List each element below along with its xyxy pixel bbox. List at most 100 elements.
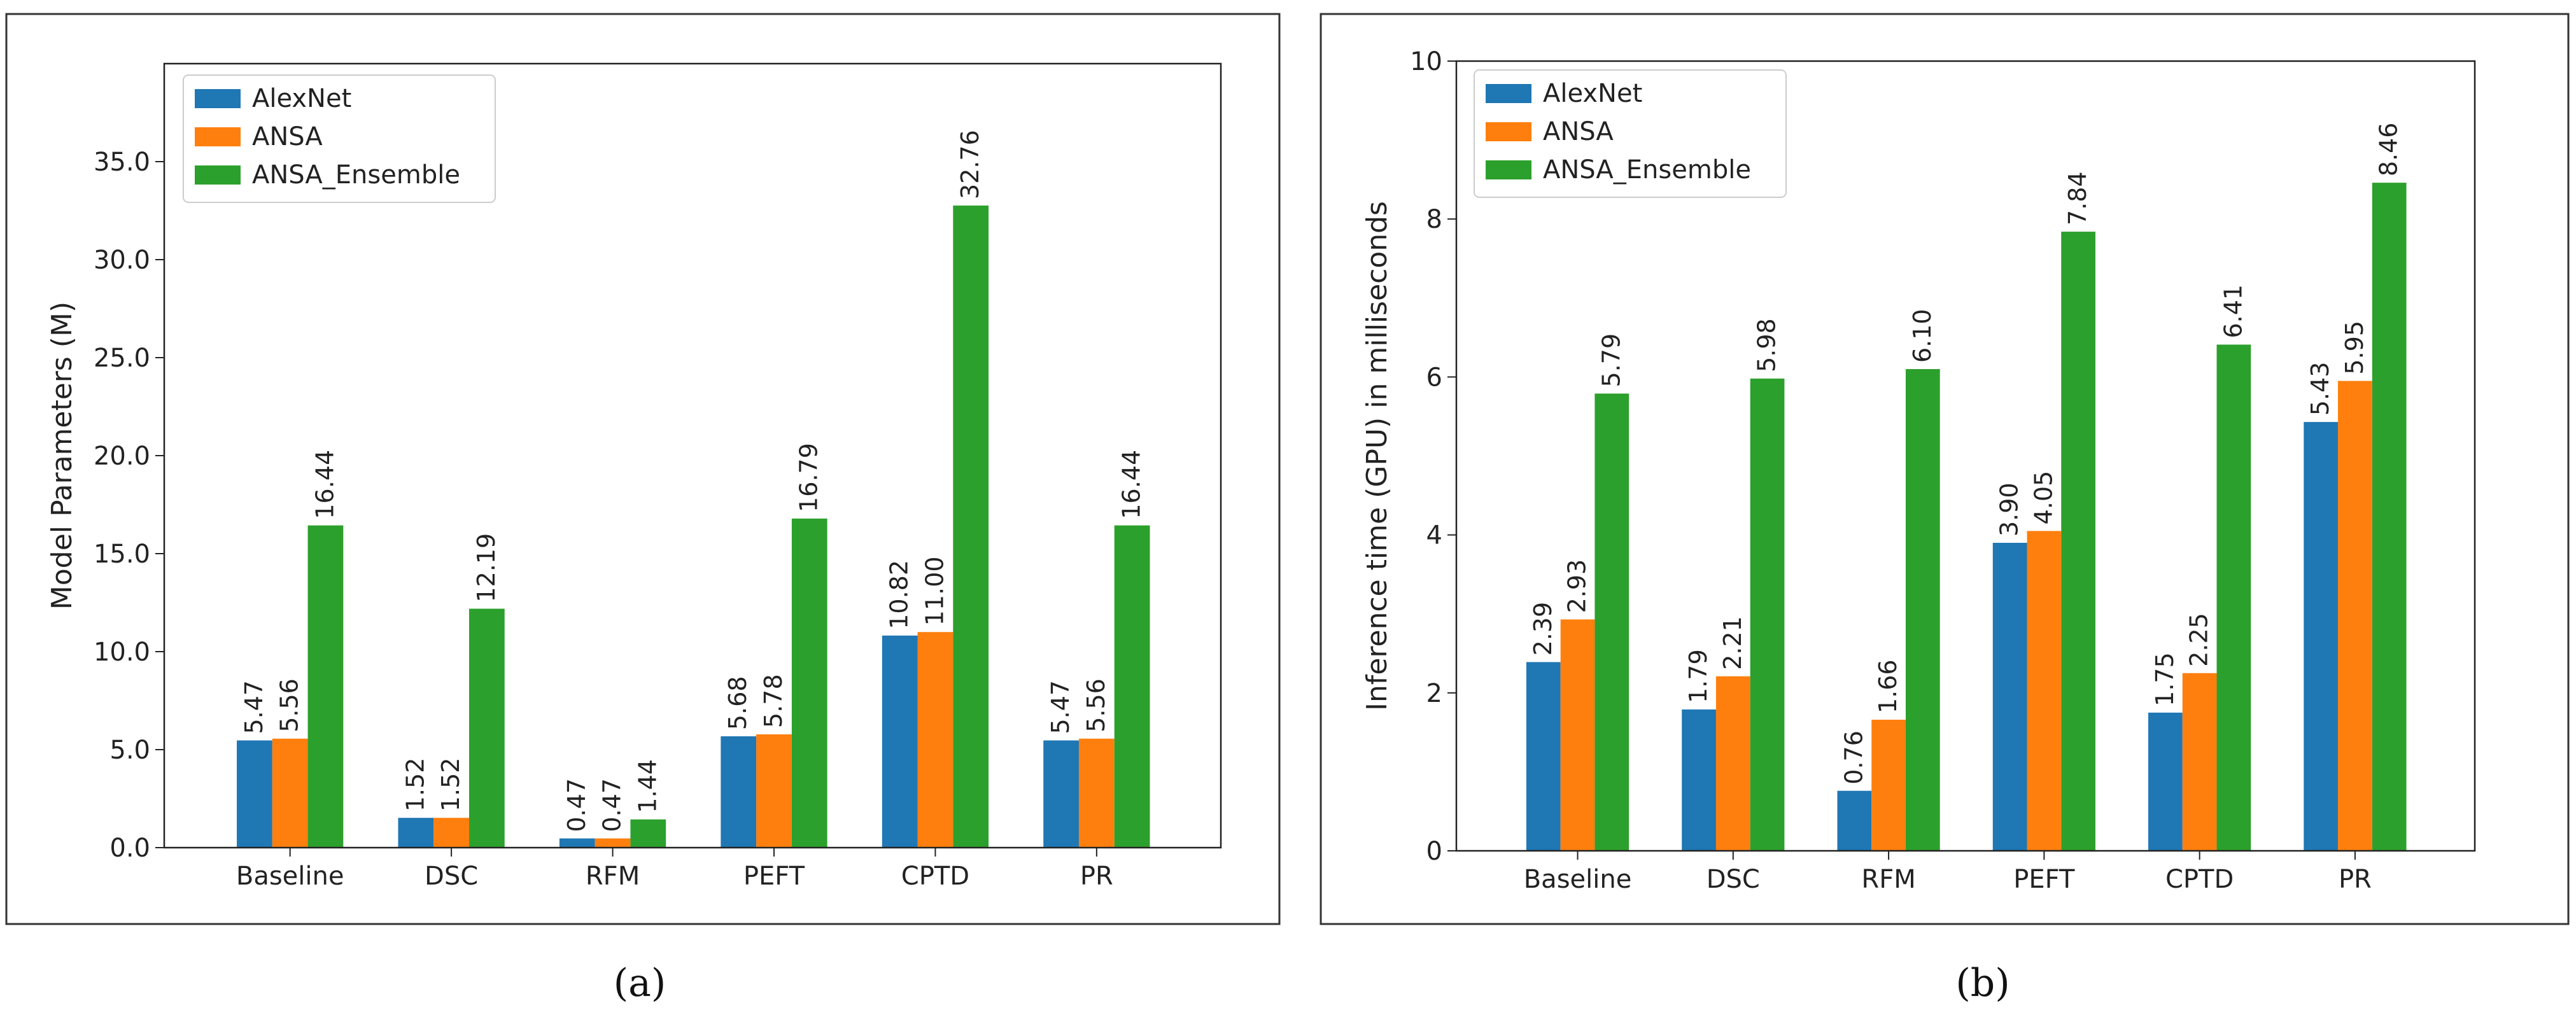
chart-a-bar-label: 16.44 xyxy=(311,450,339,519)
chart-a-bar-label: 1.52 xyxy=(437,758,465,812)
chart-b-bar xyxy=(2216,344,2251,851)
chart-a-bar xyxy=(398,818,434,848)
panel-a-frame xyxy=(5,13,1281,925)
chart-a-bar-label: 5.56 xyxy=(1082,678,1110,732)
chart-a-legend-swatch xyxy=(195,165,241,185)
chart-a-bar xyxy=(953,205,989,848)
chart-a-y-tick-label: 15.0 xyxy=(94,540,150,569)
chart-b-bar-label: 6.41 xyxy=(2219,284,2247,339)
chart-b-bar-label: 2.39 xyxy=(1529,602,1557,656)
chart-a-legend-swatch xyxy=(195,127,241,146)
chart-a-bar-label: 5.78 xyxy=(759,674,787,728)
chart-a-legend-label: ANSA xyxy=(252,122,323,151)
chart-b-bar-label: 5.79 xyxy=(1597,333,1625,388)
chart-b-y-tick-label: 10 xyxy=(1410,47,1442,76)
chart-b-y-tick-label: 4 xyxy=(1426,521,1442,550)
chart-b-y-tick-label: 8 xyxy=(1426,205,1442,234)
chart-a-bar xyxy=(272,738,308,848)
chart-a-bar-label: 0.47 xyxy=(563,778,591,832)
chart-a-bar-label: 12.19 xyxy=(472,533,500,603)
chart-b-axes-frame xyxy=(1455,60,2476,852)
chart-b-x-tick-label: DSC xyxy=(1707,865,1760,894)
chart-b-bar-label: 6.10 xyxy=(1908,309,1936,363)
chart-a-bar xyxy=(433,818,469,848)
chart-b-x-tick-label: CPTD xyxy=(2165,865,2234,894)
chart-b-legend-swatch xyxy=(1486,84,1531,103)
chart-a-legend-label: ANSA_Ensemble xyxy=(252,160,460,190)
chart-b-bar-label: 7.84 xyxy=(2064,171,2092,225)
chart-a-y-tick-label: 25.0 xyxy=(94,344,150,373)
chart-b-bar xyxy=(2061,232,2095,851)
chart-a-bar-label: 5.56 xyxy=(276,678,304,732)
chart-a-bar-label: 5.47 xyxy=(240,680,268,734)
chart-b-bar-label: 2.93 xyxy=(1563,559,1591,613)
caption-a: (a) xyxy=(614,961,666,1005)
chart-a-y-tick-label: 30.0 xyxy=(94,246,150,275)
chart-a-x-tick-label: CPTD xyxy=(901,862,969,891)
chart-b-bar xyxy=(1750,378,1785,851)
chart-a-y-tick-label: 35.0 xyxy=(94,148,150,177)
chart-a-axes-frame xyxy=(163,62,1222,849)
chart-b-bar xyxy=(1682,709,1716,851)
chart-b-legend-label: ANSA xyxy=(1543,117,1614,146)
chart-a-x-tick-label: RFM xyxy=(586,862,640,891)
chart-b-bar-label: 0.76 xyxy=(1840,731,1868,785)
chart-b-bar xyxy=(2182,673,2217,851)
chart-a-bar xyxy=(468,608,505,848)
chart-b-bar xyxy=(1905,368,1940,851)
chart-b-bar-label: 5.98 xyxy=(1753,318,1781,372)
chart-a-bar-label: 11.00 xyxy=(920,556,948,626)
chart-b-bar-label: 2.25 xyxy=(2185,613,2213,667)
chart-a-bar xyxy=(595,838,631,848)
chart-b-bar xyxy=(1594,393,1629,851)
chart-b-bar xyxy=(2372,183,2407,851)
chart-b-bar-label: 5.43 xyxy=(2306,362,2334,416)
chart-a-bar xyxy=(307,525,344,848)
chart-b-legend-swatch xyxy=(1486,160,1531,179)
chart-b-y-tick-label: 6 xyxy=(1426,363,1442,392)
chart-b-bar xyxy=(1992,543,2027,851)
chart-b-bar xyxy=(1560,619,1595,851)
chart-a-x-tick-label: Baseline xyxy=(236,862,344,891)
chart-a-y-tick-label: 0.0 xyxy=(109,834,150,863)
chart-b-y-tick-label: 2 xyxy=(1426,679,1442,708)
chart-b: 0 2 4 6 8 10 Inference time (GPU) in milliseco… xyxy=(1361,47,2476,894)
chart-b-legend-swatch xyxy=(1486,122,1531,141)
chart-a-bar-label: 0.47 xyxy=(598,778,626,832)
chart-b-bar-label: 5.95 xyxy=(2340,321,2368,375)
chart-a-legend-swatch xyxy=(195,89,241,108)
chart-a-bar xyxy=(1043,740,1079,848)
chart-b-bar xyxy=(2148,712,2183,851)
chart-a-bar xyxy=(882,635,918,848)
chart-b-x-tick-label: PR xyxy=(2339,865,2372,894)
chart-a-legend-label: AlexNet xyxy=(252,84,351,113)
chart-a-bar-label: 10.82 xyxy=(885,560,913,629)
chart-b-bar-label: 4.05 xyxy=(2029,471,2057,525)
chart-a-bar xyxy=(721,736,757,848)
chart-a-bar xyxy=(917,632,954,848)
chart-a-bar xyxy=(237,740,272,848)
chart-a-bar xyxy=(559,838,595,848)
chart-a-bar xyxy=(1078,738,1115,848)
chart-b-bar xyxy=(1837,790,1872,851)
chart-a-bar-label: 1.52 xyxy=(401,758,429,812)
chart-b-x-tick-label: PEFT xyxy=(2013,865,2075,894)
chart-a-bar xyxy=(630,819,666,848)
chart-a-legend-box xyxy=(183,74,496,203)
chart-a-bar-label: 32.76 xyxy=(956,130,984,199)
chart-b-bar-label: 1.66 xyxy=(1874,659,1902,713)
chart-a-bar-label: 16.79 xyxy=(795,443,823,512)
chart-b-y-tick-label: 0 xyxy=(1426,837,1442,866)
chart-b-bar xyxy=(1871,719,1906,851)
chart-a-x-tick-label: DSC xyxy=(425,862,478,891)
chart-b-legend-label: ANSA_Ensemble xyxy=(1543,155,1751,185)
chart-a-y-tick-label: 10.0 xyxy=(94,638,150,667)
chart-b-bar-label: 3.90 xyxy=(1995,482,2023,536)
chart-b-legend-label: AlexNet xyxy=(1543,79,1642,108)
chart-a-bar xyxy=(1114,525,1150,848)
chart-b-bar xyxy=(1715,676,1750,851)
chart-a-bar-label: 5.68 xyxy=(724,676,752,730)
chart-a-bar xyxy=(791,518,827,848)
chart-a: 0.0 5.0 10.0 15.0 20.0 25.0 30.0 35.0 Model Para… xyxy=(46,62,1222,891)
